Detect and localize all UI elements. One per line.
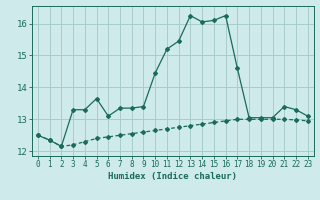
X-axis label: Humidex (Indice chaleur): Humidex (Indice chaleur) bbox=[108, 172, 237, 181]
